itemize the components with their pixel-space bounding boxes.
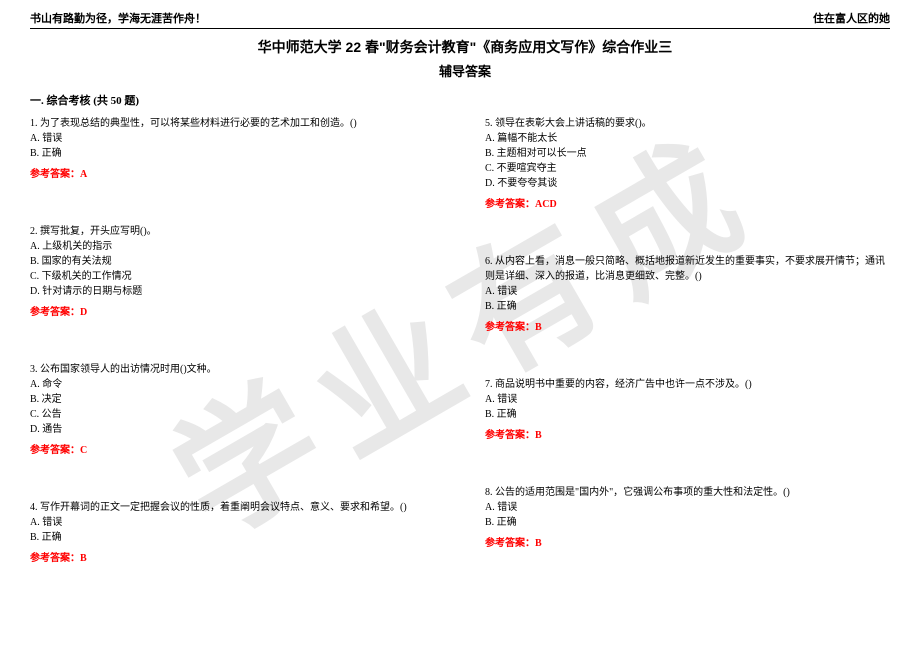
answer: 参考答案：D — [30, 305, 435, 320]
header-row: 书山有路勤为径，学海无涯苦作舟！ 住在富人区的她 — [30, 10, 890, 29]
answer: 参考答案：A — [30, 167, 435, 182]
option: A. 错误 — [485, 500, 890, 515]
option: B. 国家的有关法规 — [30, 254, 435, 269]
question: 5. 领导在表彰大会上讲话稿的要求()。A. 篇幅不能太长B. 主题相对可以长一… — [485, 116, 890, 212]
option: D. 通告 — [30, 422, 435, 437]
answer: 参考答案：B — [485, 320, 890, 335]
option: C. 公告 — [30, 407, 435, 422]
option: C. 不要喧宾夺主 — [485, 161, 890, 176]
option: B. 正确 — [30, 146, 435, 161]
question: 1. 为了表现总结的典型性，可以将某些材料进行必要的艺术加工和创造。()A. 错… — [30, 116, 435, 182]
option: A. 错误 — [30, 515, 435, 530]
header-right: 住在富人区的她 — [813, 10, 890, 26]
option: A. 错误 — [30, 131, 435, 146]
option: B. 正确 — [485, 515, 890, 530]
right-column: 5. 领导在表彰大会上讲话稿的要求()。A. 篇幅不能太长B. 主题相对可以长一… — [485, 116, 890, 566]
left-column: 1. 为了表现总结的典型性，可以将某些材料进行必要的艺术加工和创造。()A. 错… — [30, 116, 435, 566]
question: 3. 公布国家领导人的出访情况时用()文种。A. 命令B. 决定C. 公告D. … — [30, 362, 435, 458]
option: A. 错误 — [485, 392, 890, 407]
question-text: 2. 撰写批复，开头应写明()。 — [30, 224, 435, 239]
option: A. 上级机关的指示 — [30, 239, 435, 254]
doc-subtitle: 辅导答案 — [40, 61, 890, 80]
option: D. 不要夸夸其谈 — [485, 176, 890, 191]
question: 8. 公告的适用范围是"国内外"，它强调公布事项的重大性和法定性。()A. 错误… — [485, 485, 890, 551]
header-left: 书山有路勤为径，学海无涯苦作舟！ — [30, 10, 206, 26]
question-text: 4. 写作开幕词的正文一定把握会议的性质，着重阐明会议特点、意义、要求和希望。(… — [30, 500, 435, 515]
option: C. 下级机关的工作情况 — [30, 269, 435, 284]
question: 7. 商品说明书中重要的内容，经济广告中也许一点不涉及。()A. 错误B. 正确… — [485, 377, 890, 443]
answer: 参考答案：B — [485, 428, 890, 443]
section-header: 一. 综合考核 (共 50 题) — [30, 92, 890, 108]
question-text: 1. 为了表现总结的典型性，可以将某些材料进行必要的艺术加工和创造。() — [30, 116, 435, 131]
option: A. 篇幅不能太长 — [485, 131, 890, 146]
answer: 参考答案：B — [485, 536, 890, 551]
question-text: 8. 公告的适用范围是"国内外"，它强调公布事项的重大性和法定性。() — [485, 485, 890, 500]
option: D. 针对请示的日期与标题 — [30, 284, 435, 299]
page-content: 书山有路勤为径，学海无涯苦作舟！ 住在富人区的她 华中师范大学 22 春"财务会… — [0, 0, 920, 576]
option: A. 命令 — [30, 377, 435, 392]
answer: 参考答案：C — [30, 443, 435, 458]
question: 2. 撰写批复，开头应写明()。A. 上级机关的指示B. 国家的有关法规C. 下… — [30, 224, 435, 320]
option: B. 正确 — [485, 299, 890, 314]
answer: 参考答案：ACD — [485, 197, 890, 212]
option: B. 决定 — [30, 392, 435, 407]
question: 4. 写作开幕词的正文一定把握会议的性质，着重阐明会议特点、意义、要求和希望。(… — [30, 500, 435, 566]
doc-title: 华中师范大学 22 春"财务会计教育"《商务应用文写作》综合作业三 — [40, 37, 890, 57]
question-text: 3. 公布国家领导人的出访情况时用()文种。 — [30, 362, 435, 377]
question-text: 5. 领导在表彰大会上讲话稿的要求()。 — [485, 116, 890, 131]
option: A. 错误 — [485, 284, 890, 299]
question-text: 7. 商品说明书中重要的内容，经济广告中也许一点不涉及。() — [485, 377, 890, 392]
option: B. 正确 — [30, 530, 435, 545]
answer: 参考答案：B — [30, 551, 435, 566]
question: 6. 从内容上看，消息一般只简略、概括地报道新近发生的重要事实，不要求展开情节；… — [485, 254, 890, 335]
columns: 1. 为了表现总结的典型性，可以将某些材料进行必要的艺术加工和创造。()A. 错… — [30, 116, 890, 566]
question-text: 6. 从内容上看，消息一般只简略、概括地报道新近发生的重要事实，不要求展开情节；… — [485, 254, 890, 284]
option: B. 主题相对可以长一点 — [485, 146, 890, 161]
option: B. 正确 — [485, 407, 890, 422]
